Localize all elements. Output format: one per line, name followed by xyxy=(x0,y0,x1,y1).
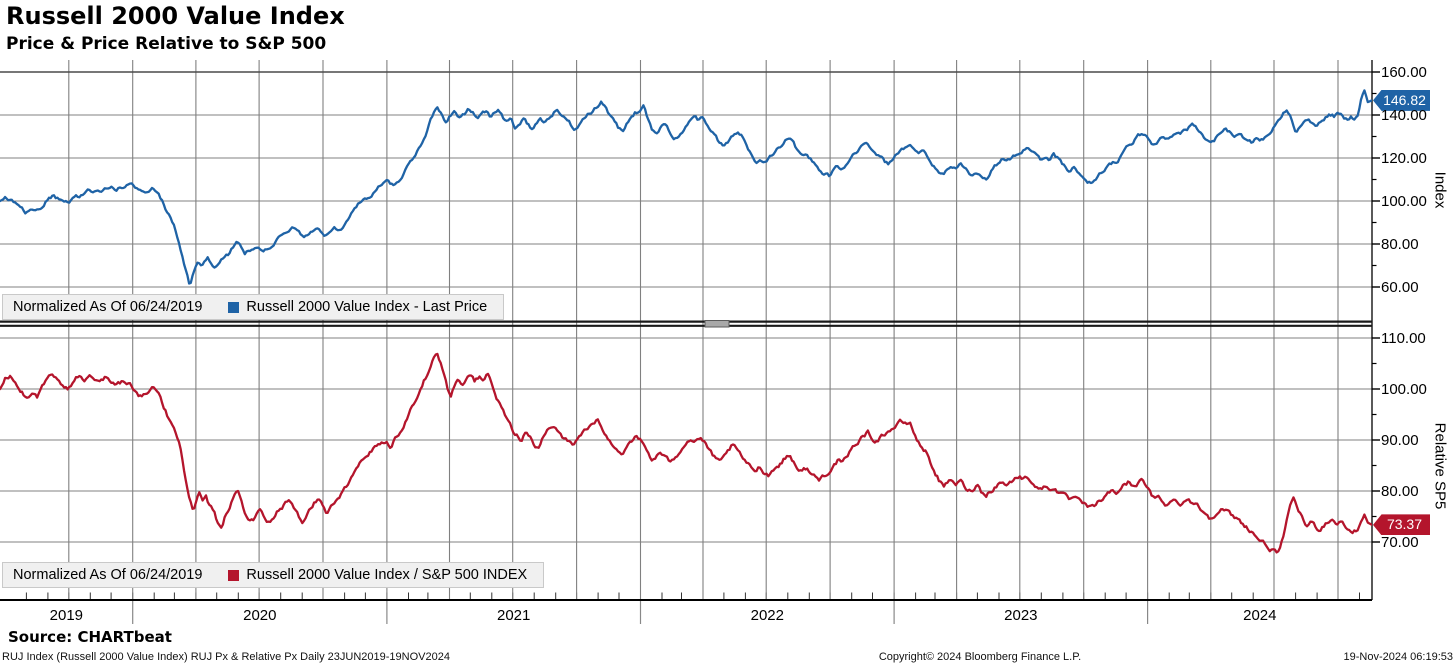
y-tick-label: 90.00 xyxy=(1381,431,1419,449)
y-axis-title-relative: Relative SP5 xyxy=(1431,422,1449,510)
normalized-as-of-label: Normalized As Of 06/24/2019 xyxy=(13,299,203,315)
y-axis-title-index: Index xyxy=(1431,171,1449,209)
page-title: Russell 2000 Value Index xyxy=(6,2,345,30)
source-label: Source: CHARTbeat xyxy=(8,628,172,646)
x-year-label: 2020 xyxy=(243,607,277,624)
x-year-label: 2024 xyxy=(1243,607,1277,624)
copyright-label: Copyright© 2024 Bloomberg Finance L.P. xyxy=(878,651,1082,663)
timestamp-label: 19-Nov-2024 06:19:53 xyxy=(1343,651,1453,663)
chart-description: RUJ Index (Russell 2000 Value Index) RUJ… xyxy=(2,651,450,663)
relative-price-line xyxy=(0,352,1372,554)
y-tick-label: 80.00 xyxy=(1381,235,1419,253)
page-subtitle: Price & Price Relative to S&P 500 xyxy=(6,34,327,54)
x-year-label: 2023 xyxy=(1004,607,1038,624)
y-tick-label: 120.00 xyxy=(1381,149,1427,167)
y-tick-label: 100.00 xyxy=(1381,380,1427,398)
index-price-line xyxy=(0,89,1372,285)
relative-series-label: Russell 2000 Value Index / S&P 500 INDEX xyxy=(246,567,528,583)
normalized-as-of-label: Normalized As Of 06/24/2019 xyxy=(13,567,203,583)
y-tick-label: 110.00 xyxy=(1381,329,1426,347)
x-year-label: 2021 xyxy=(497,607,531,624)
y-tick-label: 70.00 xyxy=(1381,533,1419,551)
relative-last-price-badge[interactable]: 73.37 xyxy=(1373,514,1430,536)
legend-relative-panel[interactable]: Normalized As Of 06/24/2019 Russell 2000… xyxy=(2,562,545,588)
x-year-label: 2019 xyxy=(49,607,84,624)
panel-splitter-handle[interactable] xyxy=(704,320,730,328)
y-tick-label: 140.00 xyxy=(1381,106,1427,124)
x-year-label: 2022 xyxy=(750,607,784,624)
legend-price-panel[interactable]: Normalized As Of 06/24/2019 Russell 2000… xyxy=(2,294,505,320)
y-tick-label: 100.00 xyxy=(1381,192,1427,210)
y-tick-label: 60.00 xyxy=(1381,278,1419,296)
index-last-price-badge[interactable]: 146.82 xyxy=(1373,89,1430,111)
y-tick-label: 160.00 xyxy=(1381,63,1427,81)
y-tick-label: 80.00 xyxy=(1381,482,1419,500)
relative-series-swatch-icon xyxy=(228,569,240,581)
index-series-label: Russell 2000 Value Index - Last Price xyxy=(246,299,488,315)
index-series-swatch-icon xyxy=(228,301,240,313)
